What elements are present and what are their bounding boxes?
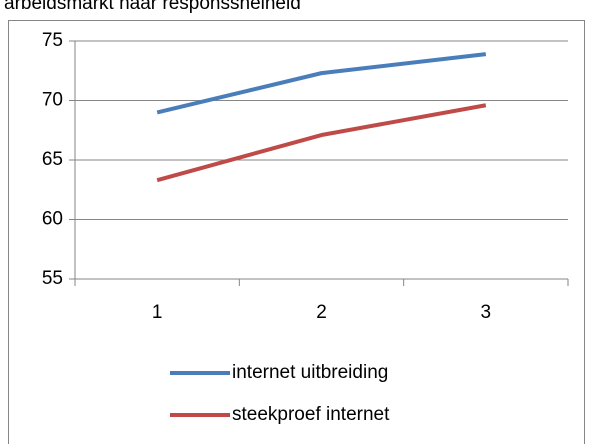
legend-label: internet uitbreiding — [232, 362, 388, 383]
y-tick-label: 60 — [42, 209, 63, 230]
chart-title: arbeidsmarkt naar responssnelheid — [4, 0, 301, 14]
x-tick-label: 3 — [481, 302, 492, 323]
y-tick-label: 75 — [42, 30, 63, 51]
series-line — [156, 52, 487, 115]
y-tick-label: 70 — [42, 90, 63, 111]
x-tick-label: 2 — [316, 302, 327, 323]
y-tick-label: 55 — [42, 268, 63, 289]
chart-frame — [8, 20, 585, 444]
legend-label: steekproef internet — [232, 404, 390, 425]
y-tick-label: 65 — [42, 149, 63, 170]
series-line — [156, 103, 487, 183]
x-tick-label: 1 — [152, 302, 163, 323]
